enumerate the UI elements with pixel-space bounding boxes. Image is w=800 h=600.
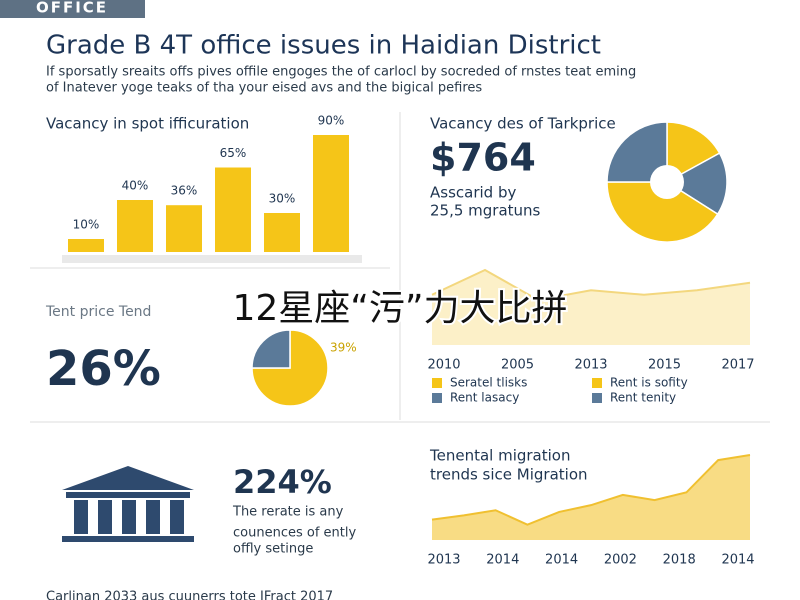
bar <box>264 213 300 252</box>
legend-swatch <box>592 378 602 388</box>
legend-label: Rent lasacy <box>450 391 519 405</box>
column <box>74 500 88 534</box>
caption: Asscarid by <box>430 184 516 202</box>
pie-slice <box>606 181 719 243</box>
overlay-layer: 12星座“污”力大比拼 <box>230 286 569 331</box>
caption: counences of ently <box>233 526 356 541</box>
panel-title: Tent price Tend <box>45 304 151 320</box>
pie-slice <box>251 329 291 369</box>
base <box>62 536 194 542</box>
panel-title: Tenental migration <box>429 447 571 465</box>
bar-label: 10% <box>73 218 100 232</box>
title: Grade B 4T office issues in Haidian Dist… <box>46 31 601 61</box>
caption: 25,5 mgratuns <box>430 202 541 220</box>
x-label: 2010 <box>427 358 460 373</box>
big-figure: 26% <box>46 341 161 397</box>
bar-label: 36% <box>171 184 198 198</box>
tag: OFFICE <box>36 0 108 17</box>
bar <box>117 200 153 252</box>
caption: The rerate is any <box>232 505 344 520</box>
column <box>170 500 184 534</box>
area-line <box>431 268 751 302</box>
legend-label: Rent tenity <box>610 391 676 405</box>
pie-slice <box>666 121 721 184</box>
x-label: 2013 <box>574 358 607 373</box>
subtitle: of Inatever yoge teaks of tha your eised… <box>46 81 482 96</box>
x-label: 2014 <box>545 553 578 568</box>
big-figure: 224% <box>233 463 332 501</box>
legend-swatch <box>432 393 442 403</box>
x-label: 2005 <box>501 358 534 373</box>
x-label: 2015 <box>648 358 681 373</box>
building-icon <box>62 466 194 542</box>
panel-title: Vacancy des of Tarkprice <box>430 115 616 133</box>
legend-label: Rent is sofity <box>610 376 688 390</box>
bar <box>313 135 349 252</box>
bar-label: 30% <box>269 192 296 206</box>
tag-box <box>0 0 145 18</box>
bar-base <box>62 255 362 263</box>
legend-label: Seratel tlisks <box>450 376 527 390</box>
pie-slice <box>665 152 728 216</box>
footer: Carlinan 2033 aus cuunerrs tote IFract 2… <box>46 590 333 600</box>
pie-label: 39% <box>330 341 357 355</box>
caption: offly setinge <box>233 542 313 557</box>
bar-label: 65% <box>220 146 247 160</box>
column <box>146 500 160 534</box>
column <box>122 500 136 534</box>
donut-hole <box>650 165 684 199</box>
panel-title: trends sice Migration <box>430 466 588 484</box>
area-line <box>431 454 751 526</box>
overlay-text: 12星座“污”力大比拼 <box>232 288 567 329</box>
bar-label: 40% <box>122 179 149 193</box>
pie-slice <box>606 121 668 183</box>
subtitle: If sporsatly sreaits offs pives offile e… <box>46 65 636 80</box>
bar <box>166 205 202 252</box>
x-label: 2013 <box>427 553 460 568</box>
x-label: 2018 <box>663 553 696 568</box>
x-label: 2014 <box>486 553 519 568</box>
legend-swatch <box>432 378 442 388</box>
x-label: 2002 <box>604 553 637 568</box>
pie-slice <box>251 329 329 407</box>
bar <box>68 239 104 252</box>
area-fill <box>432 270 750 345</box>
panel-title: Vacancy in spot ifficuration <box>46 115 249 133</box>
area-fill <box>432 455 750 540</box>
x-label: 2017 <box>721 358 754 373</box>
bar <box>215 167 251 252</box>
beam <box>66 492 190 498</box>
legend-swatch <box>592 393 602 403</box>
column <box>98 500 112 534</box>
x-label: 2014 <box>721 553 754 568</box>
roof <box>62 466 194 490</box>
big-figure: $764 <box>430 136 536 180</box>
bar-label: 90% <box>318 114 345 128</box>
